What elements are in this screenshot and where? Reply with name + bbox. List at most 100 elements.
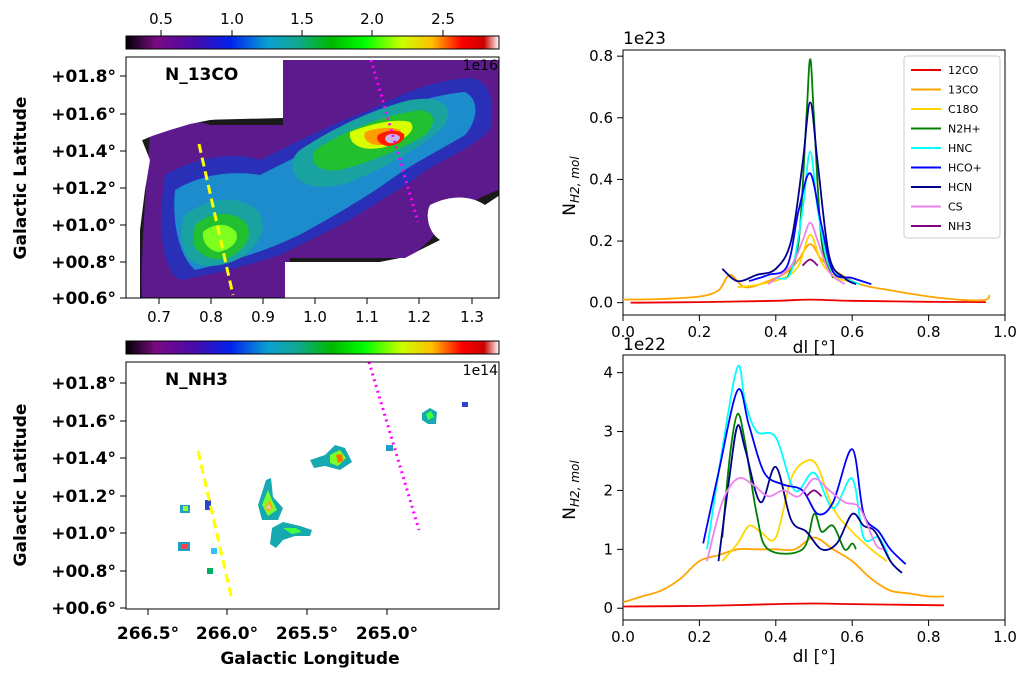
clump [270, 522, 312, 548]
cut-line-yellow [197, 143, 235, 296]
colorbar-13co-multiplier: 1e16 [463, 58, 498, 74]
clump [386, 445, 393, 451]
panel-nh3-map: N_NH3 1e14 +00.6° +00.8° +01.0° +01.2° +… [11, 340, 500, 669]
ylabel-13co: Galactic Latitude [11, 97, 31, 260]
exponent-bottom: 1e22 [623, 335, 666, 355]
ytick-label: 0 [603, 599, 613, 617]
panel-bottom-profile: 1e22 0.0 0.2 0.4 0.6 0.8 1.0 0 1 2 3 4 dl [°] NH2,… [560, 335, 1017, 667]
plot-area-bottom [622, 354, 1006, 621]
ytick-label: 0.6 [589, 109, 613, 127]
clump [462, 402, 468, 407]
xlabel-top: dl [°] [793, 338, 836, 358]
colorbar-13co-tick-label: 2.5 [431, 10, 455, 28]
colorbar-13co-tick-label: 0.5 [149, 10, 173, 28]
series-line-13co [623, 536, 944, 604]
secondary-xtick-label: 1.3 [460, 308, 484, 326]
colorbar-nh3-multiplier: 1e14 [463, 363, 498, 379]
colorbar-13co-tick-label: 2.0 [360, 10, 384, 28]
legend-entry: NH3 [948, 220, 972, 233]
xlabel-bottom: dl [°] [793, 647, 836, 667]
colorbar-13co-tick-label: 1.0 [220, 10, 244, 28]
ytick-label: +01.8° [51, 374, 116, 394]
ytick-label: +01.8° [51, 67, 116, 87]
xlabel-nh3: Galactic Longitude [220, 649, 399, 669]
series-line-c18o [721, 459, 888, 562]
secondary-xtick-label: 1.2 [407, 308, 431, 326]
series-line-hnc [706, 364, 892, 562]
series-line-hcn [717, 424, 903, 574]
xtick-label: 0.2 [687, 323, 711, 341]
legend-entry: C18O [948, 103, 979, 116]
xtick-label: 0.0 [611, 628, 635, 646]
ytick-label: +01.4° [51, 449, 116, 469]
panel-label-nh3: N_NH3 [165, 370, 228, 390]
series-line-hco- [748, 172, 872, 286]
clump [211, 548, 217, 554]
legend-entry: N2H+ [948, 123, 981, 136]
map-nh3-image [126, 362, 499, 609]
secondary-xtick-label: 0.7 [147, 308, 171, 326]
cut-line-yellow [196, 450, 234, 601]
colorbar-13co-ticks: 0.5 1.0 1.5 2.0 2.5 [149, 10, 455, 36]
series-bottom [623, 364, 944, 608]
xtick-label: 1.0 [993, 323, 1017, 341]
ytick-label: +01.0° [51, 524, 116, 544]
series-line-12co [630, 298, 986, 304]
ytick-label: 0.2 [589, 232, 613, 250]
panel-top-profile: 1e23 0.0 0.2 0.4 0.6 0.8 1.0 0.0 0.2 0.4 0.6 0.8 1… [560, 29, 1017, 358]
ytick-label: 3 [603, 423, 613, 441]
xtick-label: 266.5° [117, 624, 179, 644]
ytick-label: +01.4° [51, 142, 116, 162]
map-13co-yaxis: +00.6° +00.8° +01.0° +01.2° +01.4° +01.6… [11, 67, 126, 309]
ytick-label: 0.4 [589, 170, 613, 188]
ytick-label: 2 [603, 481, 613, 499]
clump [205, 500, 211, 510]
ylabel-nh3: Galactic Latitude [11, 404, 31, 567]
clump [207, 568, 213, 574]
axes-top: 0.0 0.2 0.4 0.6 0.8 1.0 0.0 0.2 0.4 0.6 0.8 [589, 47, 1017, 341]
series-line-nh3 [805, 489, 823, 498]
xtick-label: 0.8 [917, 628, 941, 646]
map-nh3-frame [125, 361, 500, 610]
series-line-nh3 [801, 258, 819, 267]
legend-top: 12CO 13CO C18O N2H+ HNC HCO+ HCN CS NH3 [903, 55, 1001, 239]
legend-entry: HNC [948, 142, 973, 155]
ylabel-top: NH2, mol [560, 156, 582, 216]
svg-text:NH2, mol: NH2, mol [560, 460, 582, 520]
series-line-hco- [702, 388, 907, 565]
ytick-label: +01.6° [51, 105, 116, 125]
clump [258, 478, 283, 520]
map-13co-image [126, 57, 499, 298]
cut-line-magenta [369, 59, 420, 223]
map-nh3-xaxis: 266.5° 266.0° 265.5° 265.0° Galactic Lon… [117, 609, 418, 669]
secondary-xtick-label: 1.0 [303, 308, 327, 326]
legend-entry: HCN [948, 181, 972, 194]
series-line-12co [623, 602, 944, 608]
ytick-label: 0.8 [589, 47, 613, 65]
clump [310, 445, 352, 470]
panel-13co-map: 0.5 1.0 1.5 2.0 2.5 [11, 10, 500, 326]
ytick-label: +00.6° [51, 599, 116, 619]
ytick-label: +01.0° [51, 216, 116, 236]
xtick-label: 0.4 [764, 323, 788, 341]
xtick-label: 265.0° [356, 624, 418, 644]
svg-text:NH2, mol: NH2, mol [560, 156, 582, 216]
secondary-xtick-label: 0.8 [199, 308, 223, 326]
xtick-label: 1.0 [993, 628, 1017, 646]
axes-bottom: 0.0 0.2 0.4 0.6 0.8 1.0 0 1 2 3 4 [603, 364, 1016, 646]
ytick-label: 0.0 [589, 294, 613, 312]
ytick-label: +01.6° [51, 412, 116, 432]
xtick-label: 0.6 [840, 323, 864, 341]
series-top [623, 58, 991, 304]
xtick-label: 0.2 [687, 628, 711, 646]
map-nh3-yaxis: +00.6° +00.8° +01.0° +01.2° +01.4° +01.6… [11, 374, 126, 619]
legend-entry: 13CO [948, 84, 979, 97]
map-13co-secondary-xaxis: 0.7 0.8 0.9 1.0 1.1 1.2 1.3 [147, 298, 484, 326]
secondary-xtick-label: 1.1 [355, 308, 379, 326]
xtick-label: 0.0 [611, 323, 635, 341]
legend-entry: HCO+ [948, 162, 982, 175]
clump [178, 542, 190, 551]
legend-box [903, 55, 1001, 239]
xtick-label: 0.6 [840, 628, 864, 646]
series-line-hcn [721, 101, 857, 286]
